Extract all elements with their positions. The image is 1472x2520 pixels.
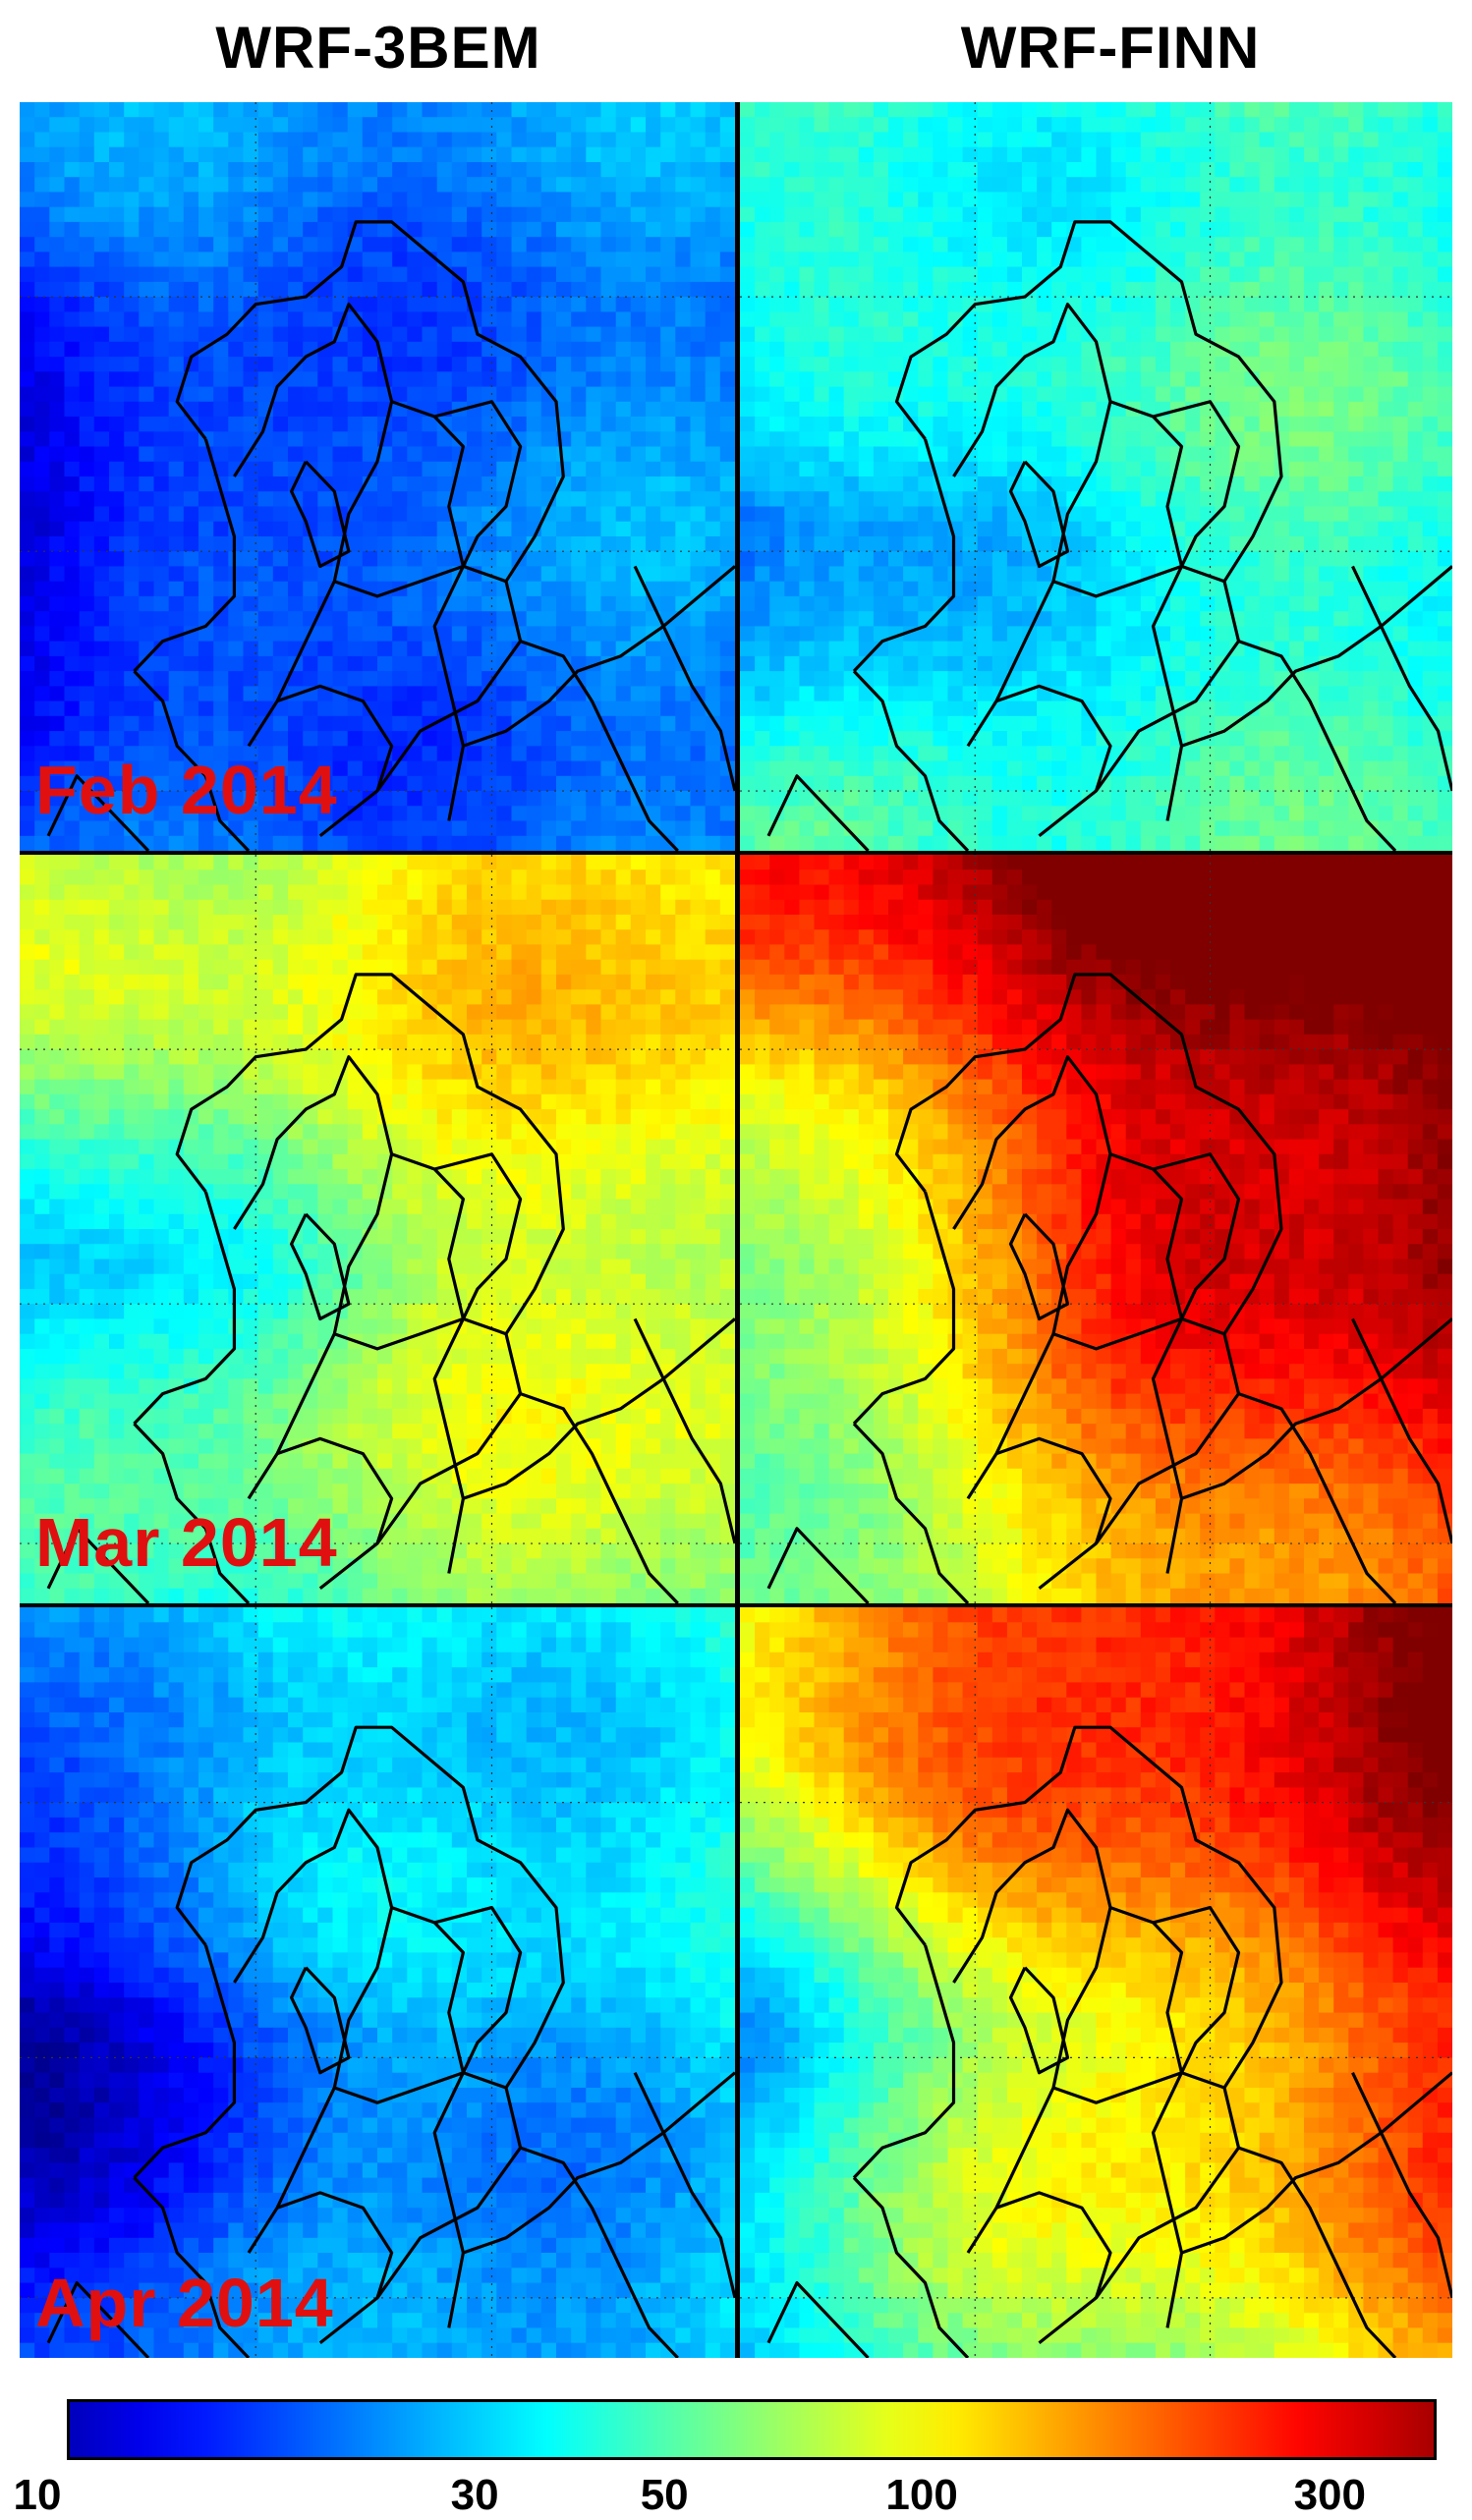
map-panel-wrf-3bem-feb [20,102,735,851]
colorbar [67,2399,1437,2460]
row-label-mar-2014: Mar 2014 [35,1503,338,1582]
column-title-wrf-3bem: WRF-3BEM [34,14,722,82]
colorbar-tick-label: 300 [1294,2471,1366,2520]
map-image [20,855,735,1603]
map-image [740,855,1452,1603]
map-panel-wrf-finn-feb [740,102,1452,851]
horizontal-divider-2 [20,1603,1452,1607]
map-image [20,102,735,851]
column-title-wrf-finn: WRF-FINN [766,14,1454,82]
colorbar-tick-label: 10 [14,2471,62,2520]
map-image [740,102,1452,851]
map-panel-wrf-3bem-apr [20,1607,735,2358]
colorbar-tick-label: 50 [641,2471,689,2520]
row-label-apr-2014: Apr 2014 [35,2264,334,2342]
vertical-divider [735,102,740,2358]
horizontal-divider-1 [20,851,1452,855]
row-label-feb-2014: Feb 2014 [35,751,338,829]
map-image [740,1607,1452,2358]
colorbar-tick-label: 100 [885,2471,957,2520]
map-image [20,1607,735,2358]
map-grid: Feb 2014 Mar 2014 Apr 2014 [20,102,1452,2358]
colorbar-tick-label: 30 [451,2471,499,2520]
map-panel-wrf-finn-mar [740,855,1452,1603]
map-panel-wrf-finn-apr [740,1607,1452,2358]
map-panel-wrf-3bem-mar [20,855,735,1603]
